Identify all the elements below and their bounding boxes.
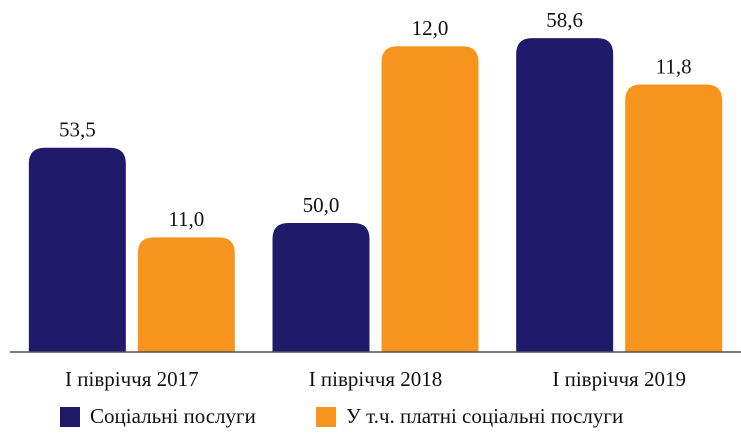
data-label: 58,6 (546, 8, 583, 32)
legend-label: У т.ч. платні соціальні послуги (346, 404, 623, 428)
data-label: 12,0 (412, 16, 449, 40)
legend-label: Соціальні послуги (90, 404, 256, 428)
bar (625, 84, 723, 352)
bar (272, 223, 370, 352)
x-tick-label: І півріччя 2019 (552, 367, 686, 391)
bar (516, 38, 614, 352)
data-label: 11,8 (656, 54, 692, 78)
x-tick-label: І півріччя 2018 (309, 367, 443, 391)
bar (381, 46, 479, 352)
legend-swatch (316, 407, 336, 427)
x-tick-label: І півріччя 2017 (65, 367, 199, 391)
bar (28, 147, 126, 352)
legend-swatch (60, 407, 80, 427)
data-label: 53,5 (59, 118, 96, 142)
data-label: 50,0 (303, 193, 340, 217)
data-label: 11,0 (168, 207, 204, 231)
bar (137, 237, 235, 352)
